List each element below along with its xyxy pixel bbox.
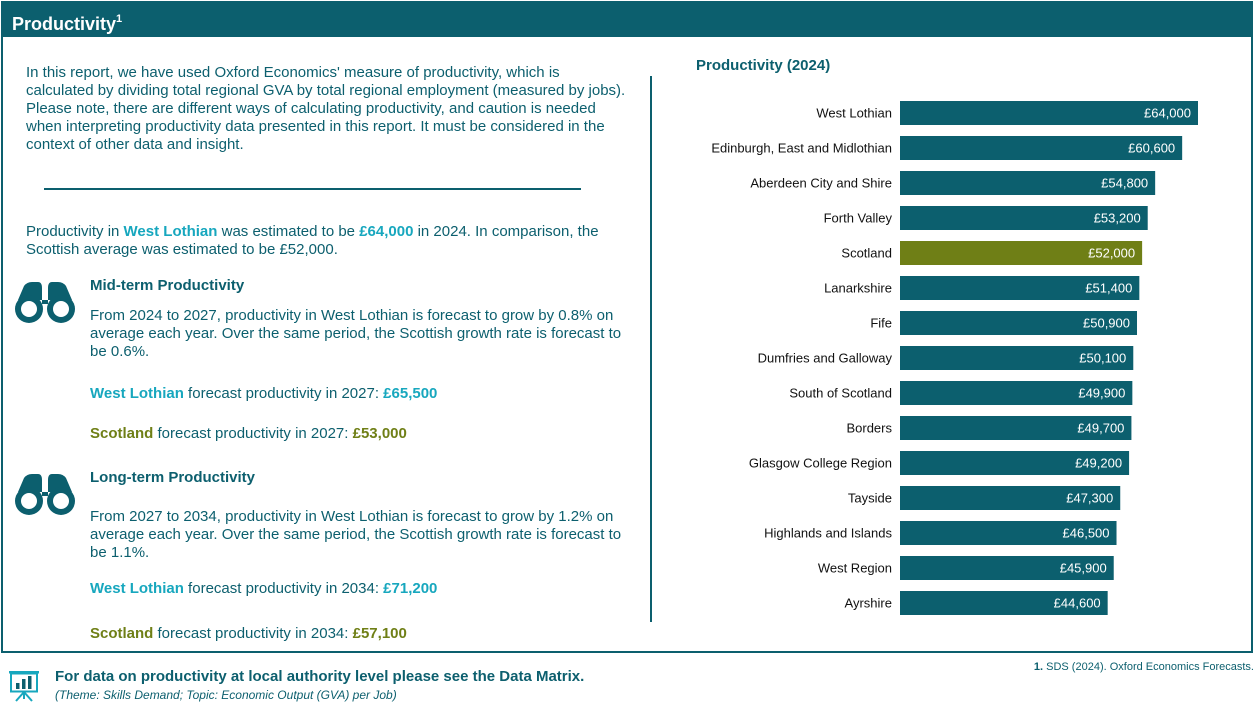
midterm-title: Mid-term Productivity [90,277,245,294]
value-label-dumfries-and-galloway: £50,100 [1079,351,1126,366]
value-label-edinburgh-east-and-midlothian: £60,600 [1128,141,1175,156]
summary-value: £64,000 [359,223,414,240]
forecast-text: forecast productivity in 2027: [153,425,353,442]
bar-aberdeen-city-and-shire [900,171,1156,195]
bar-forth-valley [900,206,1148,230]
intro-text: In this report, we have used Oxford Econ… [26,64,626,153]
value-label-glasgow-college-region: £49,200 [1075,456,1122,471]
category-label-glasgow-college-region: Glasgow College Region [749,456,892,471]
productivity-panel: Productivity1 [1,1,1253,653]
forecast-text: forecast productivity in 2034: [183,580,384,597]
presentation-chart-icon [9,671,39,702]
bar-highlands-and-islands [900,521,1117,545]
chart-title: Productivity (2024) [696,57,831,74]
value-label-ayrshire: £44,600 [1054,596,1101,611]
category-label-borders: Borders [846,421,892,436]
bar-west-lothian [900,101,1198,125]
value-label-forth-valley: £53,200 [1094,211,1141,226]
value-label-fife: £50,900 [1083,316,1130,331]
bar-ayrshire [900,591,1108,615]
forecast-region-label: West Lothian [90,385,184,402]
summary-part: in 2024. In comparison, the Scottish ave… [26,223,599,258]
category-label-west-region: West Region [818,561,892,576]
value-label-aberdeen-city-and-shire: £54,800 [1101,176,1148,191]
longterm-title: Long-term Productivity [90,469,256,486]
summary-text: Productivity in West Lothian was estimat… [26,223,636,259]
category-label-edinburgh-east-and-midlothian: Edinburgh, East and Midlothian [711,141,892,156]
footnote-number: 1. [1033,661,1044,673]
longterm-scotland-forecast: Scotland forecast productivity in 2034: … [90,625,407,643]
title-footnote-marker: 1 [116,13,123,25]
bar-fife [900,311,1138,335]
productivity-bar-chart: West Lothian £64,000 Edinburgh, East and M… [711,101,1198,615]
bar-scotland [900,241,1143,265]
forecast-text: forecast productivity in 2027: [183,385,384,402]
bar-glasgow-college-region [900,451,1130,475]
midterm-scotland-forecast: Scotland forecast productivity in 2027: … [90,425,407,443]
category-label-tayside: Tayside [848,491,892,506]
value-label-west-lothian: £64,000 [1144,106,1191,121]
category-label-ayrshire: Ayrshire [845,596,892,611]
bar-south-of-scotland [900,381,1133,405]
bar-west-region [900,556,1114,580]
value-label-lanarkshire: £51,400 [1085,281,1132,296]
divider-vertical [650,76,652,622]
midterm-region-forecast: West Lothian forecast productivity in 20… [90,385,437,403]
category-label-fife: Fife [870,316,892,331]
forecast-region-value: £65,500 [383,385,438,402]
bar-lanarkshire [900,276,1140,300]
category-label-west-lothian: West Lothian [816,106,892,121]
category-label-dumfries-and-galloway: Dumfries and Galloway [758,351,893,366]
category-label-south-of-scotland: South of Scotland [789,386,892,401]
divider-horizontal [44,188,581,190]
summary-region: West Lothian [123,223,218,240]
forecast-region-label: West Lothian [90,580,184,597]
binoculars-icon [15,282,75,323]
forecast-text: forecast productivity in 2034: [153,625,353,642]
midterm-text: From 2024 to 2027, productivity in West … [90,307,622,360]
binoculars-icon [15,474,75,515]
summary-part: Productivity in [26,223,124,240]
footer-theme-note: (Theme: Skills Demand; Topic: Economic O… [55,688,397,702]
value-label-borders: £49,700 [1077,421,1124,436]
bar-tayside [900,486,1121,510]
value-label-west-region: £45,900 [1060,561,1107,576]
longterm-text: From 2027 to 2034, productivity in West … [90,508,622,561]
forecast-scotland-value: £57,100 [352,625,407,642]
category-label-highlands-and-islands: Highlands and Islands [764,526,892,541]
forecast-scotland-value: £53,000 [352,425,407,442]
forecast-scotland-label: Scotland [90,625,154,642]
bar-dumfries-and-galloway [900,346,1134,370]
bar-borders [900,416,1132,440]
summary-part: was estimated to be [217,223,360,240]
category-label-forth-valley: Forth Valley [824,211,893,226]
bar-edinburgh-east-and-midlothian [900,136,1183,160]
source-footnote: 1. SDS (2024). Oxford Economics Forecast… [1034,661,1254,673]
forecast-region-value: £71,200 [383,580,438,597]
category-label-aberdeen-city-and-shire: Aberdeen City and Shire [750,176,892,191]
category-label-lanarkshire: Lanarkshire [824,281,892,296]
forecast-scotland-label: Scotland [90,425,154,442]
value-label-tayside: £47,300 [1066,491,1113,506]
panel-header: Productivity1 [3,3,1251,37]
page-title: Productivity [12,14,117,34]
category-label-scotland: Scotland [841,246,892,261]
footer-data-matrix-note: For data on productivity at local author… [55,668,585,685]
value-label-south-of-scotland: £49,900 [1078,386,1125,401]
footnote-text: SDS (2024). Oxford Economics Forecasts. [1043,661,1254,673]
value-label-highlands-and-islands: £46,500 [1063,526,1110,541]
value-label-scotland: £52,000 [1088,246,1135,261]
longterm-region-forecast: West Lothian forecast productivity in 20… [90,580,437,598]
